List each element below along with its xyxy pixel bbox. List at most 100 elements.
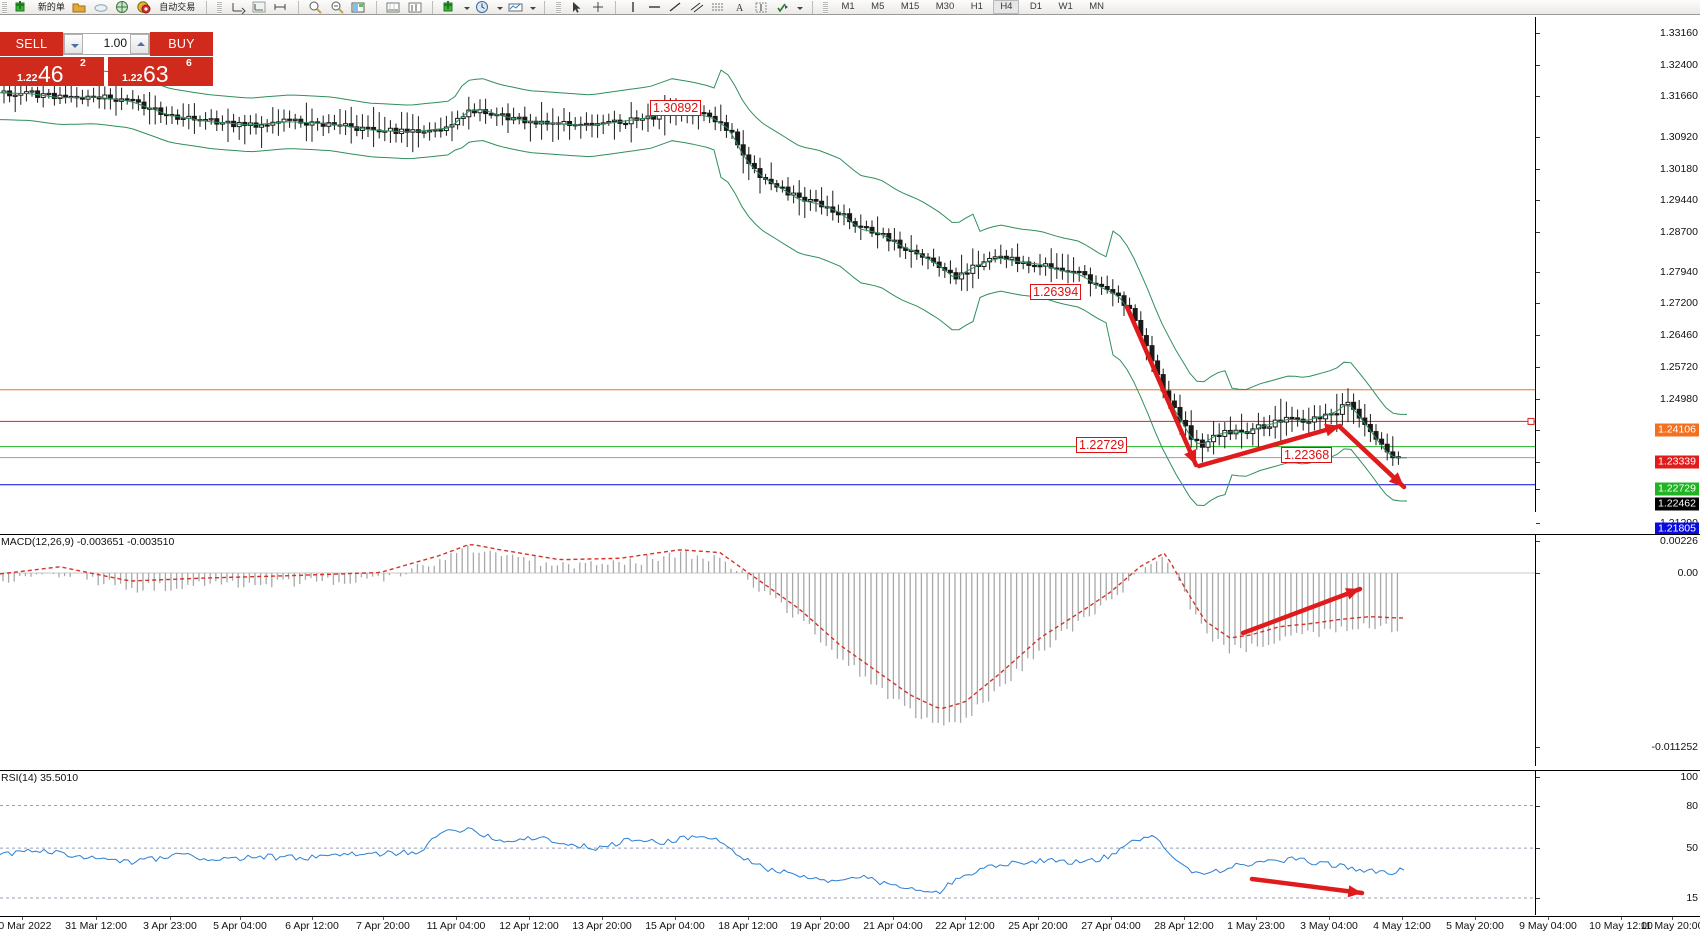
price-scale[interactable]: 1.33160 1.32400 1.31660 1.30920 1.30180 1.294… xyxy=(1535,17,1700,536)
folder-icon[interactable] xyxy=(71,0,88,14)
period-icon[interactable] xyxy=(474,0,491,14)
indicators-icon[interactable] xyxy=(442,0,459,14)
time-tick xyxy=(675,917,676,920)
time-tick-label: 12 Apr 12:00 xyxy=(499,920,559,932)
macd-scale[interactable]: 0.00226 0.00 -0.011252 xyxy=(1535,535,1700,766)
time-tick xyxy=(383,917,384,920)
price-plot-area[interactable] xyxy=(0,17,1535,512)
trendline-icon[interactable] xyxy=(667,0,684,14)
rsi-series-layer xyxy=(0,804,1535,899)
zoom-in-icon[interactable] xyxy=(307,0,324,14)
time-tick-label: 13 Apr 20:00 xyxy=(572,920,632,932)
macd-plot-area[interactable] xyxy=(0,535,1535,766)
swing-high-label-1[interactable]: 1.30892 xyxy=(650,100,702,116)
bid-price-main: 46 xyxy=(38,61,64,86)
price-level-badge[interactable]: 1.21805 xyxy=(1655,522,1699,536)
cloud-icon[interactable] xyxy=(93,0,110,14)
crosshair-icon[interactable] xyxy=(590,0,607,14)
axis-tick-label: 1.32400 xyxy=(1660,59,1698,71)
data-window-icon[interactable] xyxy=(350,0,367,14)
volume-decrease-button[interactable] xyxy=(64,34,83,54)
volume-increase-button[interactable] xyxy=(130,34,149,54)
toolbar-grip[interactable] xyxy=(2,1,7,14)
swing-low-label-2[interactable]: 1.22368 xyxy=(1281,447,1333,463)
swing-low-label-1[interactable]: 1.22729 xyxy=(1076,437,1128,453)
price-panel[interactable]: 1.33160 1.32400 1.31660 1.30920 1.30180 1.294… xyxy=(0,17,1700,536)
globe-icon[interactable] xyxy=(114,0,131,14)
main-toolbar[interactable]: 新的单 自动交易 xyxy=(0,0,1700,15)
objects-dropdown-arrow[interactable] xyxy=(796,0,804,14)
rsi-scale[interactable]: 100 80 50 15 xyxy=(1535,771,1700,915)
label-icon[interactable] xyxy=(753,0,770,14)
objects-list-icon[interactable] xyxy=(775,0,792,14)
toolbar-divider xyxy=(205,1,207,14)
macd-panel[interactable]: MACD(12,26,9) -0.003651 -0.003510 0.0022… xyxy=(0,534,1700,766)
timeframe-d1[interactable]: D1 xyxy=(1029,1,1043,12)
hline-icon[interactable] xyxy=(646,0,663,14)
timeframe-h1[interactable]: H1 xyxy=(970,1,983,12)
timeframe-w1[interactable]: W1 xyxy=(1058,1,1073,12)
rsi-panel-label: RSI(14) 35.5010 xyxy=(1,772,79,784)
price-level-badge[interactable]: 1.24106 xyxy=(1655,423,1699,437)
timeframe-m15[interactable]: M15 xyxy=(900,1,920,12)
price-level-badge[interactable]: 1.23339 xyxy=(1655,455,1699,469)
rsi-panel[interactable]: RSI(14) 35.5010 100 80 50 15 xyxy=(0,770,1700,915)
grid-icon[interactable] xyxy=(385,0,402,14)
zoom-out-icon[interactable] xyxy=(329,0,346,14)
chart-expand-icon[interactable] xyxy=(272,0,289,14)
autotrading-icon[interactable] xyxy=(136,0,153,14)
sell-button[interactable]: SELL xyxy=(0,32,63,56)
toolbar-divider-5 xyxy=(544,1,546,14)
templates-icon[interactable] xyxy=(507,0,524,14)
time-tick-label: 5 Apr 04:00 xyxy=(213,920,267,932)
axis-tick xyxy=(1536,898,1540,899)
axis-tick-label: 100 xyxy=(1680,771,1698,783)
ask-price-display[interactable]: 1.22 63 6 xyxy=(108,57,213,86)
time-tick-label: 18 Apr 12:00 xyxy=(718,920,778,932)
time-tick-label: 28 Apr 12:00 xyxy=(1154,920,1214,932)
axis-tick-label: 1.28700 xyxy=(1660,226,1698,238)
new-order-label[interactable]: 新的单 xyxy=(37,2,65,12)
indicators-dropdown-arrow[interactable] xyxy=(463,0,470,14)
axis-tick xyxy=(1536,430,1540,431)
cursor-icon[interactable] xyxy=(568,0,585,14)
time-tick-label: 1 May 23:00 xyxy=(1227,920,1285,932)
swing-high-label-2[interactable]: 1.26394 xyxy=(1030,284,1082,300)
templates-dropdown-arrow[interactable] xyxy=(529,0,536,14)
auto-scroll-icon[interactable] xyxy=(251,0,268,14)
timeframe-m1[interactable]: M1 xyxy=(841,1,855,12)
one-click-trading-panel[interactable]: SELL 1.00 BUY 1.22 46 2 1.22 63 6 xyxy=(0,32,213,86)
axis-tick xyxy=(1536,747,1540,748)
time-tick-label: 5 May 20:00 xyxy=(1446,920,1504,932)
timeframe-m30[interactable]: M30 xyxy=(935,1,955,12)
volume-input[interactable]: 1.00 xyxy=(103,36,127,50)
equidistant-channel-icon[interactable] xyxy=(689,0,706,14)
text-icon[interactable]: A xyxy=(732,0,749,14)
toolbar-grip-3[interactable] xyxy=(555,1,561,14)
volume-stepper[interactable]: 1.00 xyxy=(63,33,150,55)
bid-price-display[interactable]: 1.22 46 2 xyxy=(0,57,104,86)
price-level-badge[interactable]: 1.22729 xyxy=(1655,482,1699,496)
axis-tick-label: 80 xyxy=(1686,800,1698,812)
autotrading-label[interactable]: 自动交易 xyxy=(159,2,196,12)
ohlc-icon[interactable] xyxy=(407,0,424,14)
time-tick xyxy=(1111,917,1112,920)
toolbar-grip-2[interactable] xyxy=(217,1,223,14)
timeframe-m5[interactable]: M5 xyxy=(871,1,885,12)
new-order-icon[interactable] xyxy=(14,0,31,14)
fibo-icon[interactable] xyxy=(710,0,727,14)
axis-tick-label: 1.30920 xyxy=(1660,131,1698,143)
vline-icon[interactable] xyxy=(625,0,642,14)
time-tick xyxy=(312,917,313,920)
buy-button[interactable]: BUY xyxy=(150,32,213,56)
timeframe-mn[interactable]: MN xyxy=(1089,1,1105,12)
rsi-plot-area[interactable] xyxy=(0,771,1535,915)
chart-shift-icon[interactable] xyxy=(230,0,247,14)
timeframe-h4[interactable]: H4 xyxy=(993,0,1020,14)
period-dropdown-arrow[interactable] xyxy=(496,0,503,14)
toolbar-grip-4[interactable] xyxy=(823,1,829,14)
time-tick-label: 4 May 12:00 xyxy=(1373,920,1431,932)
time-axis[interactable]: 30 Mar 2022 31 Mar 12:00 3 Apr 23:00 5 Apr … xyxy=(0,916,1700,936)
price-level-badge[interactable]: 1.22462 xyxy=(1655,497,1699,511)
time-tick xyxy=(529,917,530,920)
